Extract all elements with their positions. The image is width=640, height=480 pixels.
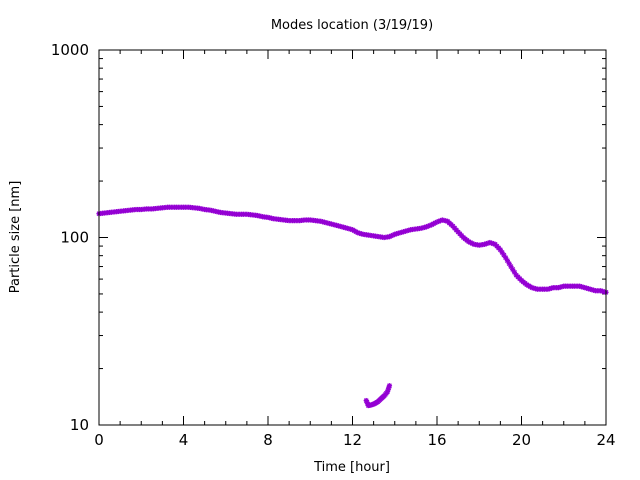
plot-frame <box>98 49 607 426</box>
x-tick-label: 20 <box>512 431 531 449</box>
x-axis-label: Time [hour] <box>313 460 390 475</box>
x-tick-label: 4 <box>179 431 189 449</box>
x-tick-label: 12 <box>343 431 362 449</box>
y-tick-label: 10 <box>70 416 89 434</box>
data-points <box>96 204 609 409</box>
x-tick-label: 24 <box>596 431 615 449</box>
x-tick-label: 16 <box>427 431 446 449</box>
data-point <box>386 383 393 389</box>
y-tick-label: 100 <box>60 229 89 247</box>
y-tick-label: 1000 <box>51 41 89 59</box>
tick-labels: 0 4 8 12 16 20 24 10 100 1000 <box>51 41 616 449</box>
x-tick-label: 8 <box>263 431 273 449</box>
y-axis-label: Particle size [nm] <box>8 181 23 294</box>
x-tick-label: 0 <box>94 431 104 449</box>
axis-ticks <box>98 50 607 426</box>
chart-title: Modes location (3/19/19) <box>271 18 433 33</box>
